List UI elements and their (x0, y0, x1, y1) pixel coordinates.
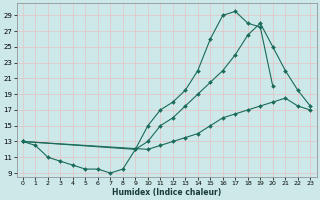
X-axis label: Humidex (Indice chaleur): Humidex (Indice chaleur) (112, 188, 221, 197)
